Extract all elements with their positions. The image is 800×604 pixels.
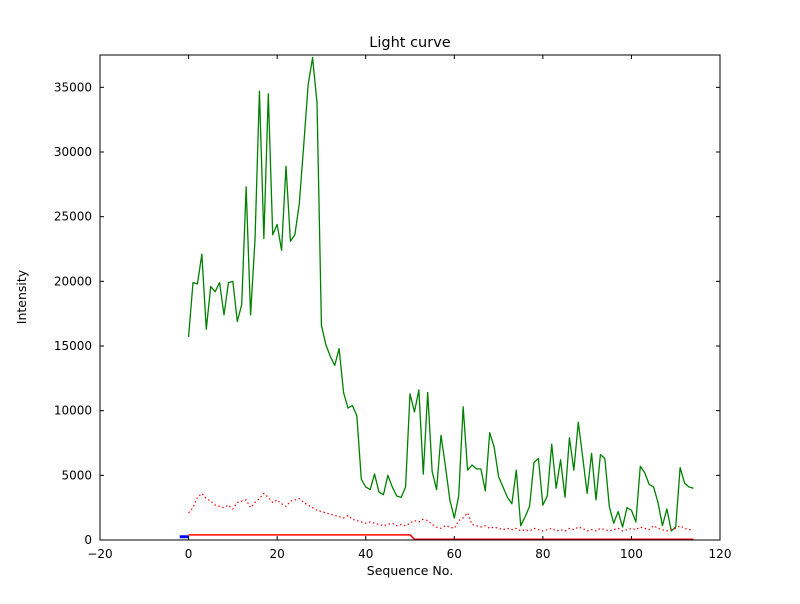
y-tick-label: 30000 [54, 145, 92, 159]
y-tick-label: 10000 [54, 404, 92, 418]
x-axis-label: Sequence No. [367, 563, 453, 578]
series-background-level-line [188, 492, 694, 532]
y-tick-label: 25000 [54, 210, 92, 224]
y-tick-label: 35000 [54, 80, 92, 94]
x-tick-label: 20 [270, 547, 285, 561]
y-tick-label: 15000 [54, 339, 92, 353]
y-tick-label: 0 [84, 533, 92, 547]
chart-title: Light curve [369, 35, 451, 51]
series-baseline-line [188, 534, 694, 540]
series-main-light-curve-line [187, 56, 694, 532]
x-tick-label: 80 [535, 547, 550, 561]
plot-area [100, 55, 720, 540]
axes-frame [99, 54, 721, 541]
x-tick-label: 100 [620, 547, 643, 561]
y-axis-label: Intensity [14, 269, 29, 324]
series-layer [179, 56, 694, 540]
x-tick-label: 0 [185, 547, 193, 561]
x-tick-label: 120 [709, 547, 732, 561]
y-tick-label: 20000 [54, 274, 92, 288]
ticks-layer: −20 0 20 40 60 80 100 1200500010000150002000025… [54, 55, 732, 561]
x-tick-label: 60 [447, 547, 462, 561]
y-tick-label: 5000 [61, 468, 92, 482]
x-tick-label: 40 [358, 547, 373, 561]
x-tick-label: −20 [87, 547, 112, 561]
